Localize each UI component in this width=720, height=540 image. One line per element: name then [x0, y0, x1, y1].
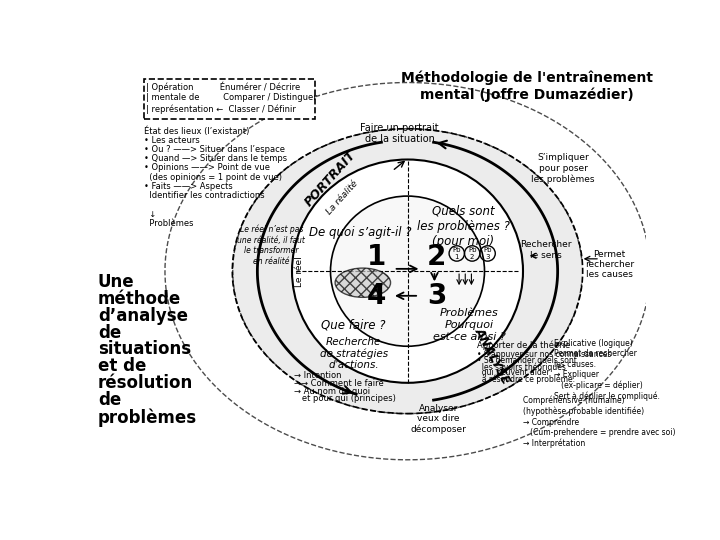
Text: • Quand —> Situer dans le temps: • Quand —> Situer dans le temps: [144, 154, 287, 163]
Ellipse shape: [292, 159, 523, 383]
Text: État des lieux (l’existant): État des lieux (l’existant): [144, 126, 250, 136]
Text: Rechercher
le sens: Rechercher le sens: [521, 240, 572, 260]
Text: Le réel: Le réel: [295, 256, 304, 287]
Text: Pb
3: Pb 3: [483, 247, 492, 260]
Text: Faire un portrait
de la situation: Faire un portrait de la situation: [361, 123, 439, 144]
Text: Pb
2: Pb 2: [468, 247, 477, 260]
Text: Le réel n’est pas
une réalité, il faut
le transformer
en réalité: Le réel n’est pas une réalité, il faut l…: [238, 225, 305, 266]
Text: 1: 1: [367, 244, 387, 271]
Text: Analyser
veux dire
décomposer: Analyser veux dire décomposer: [410, 403, 467, 434]
Text: Explicative (logique)
Permet de rechercher
les causes.
→ Expliquer
   (ex-plicar: Explicative (logique) Permet de recherch…: [554, 339, 660, 401]
Text: Que faire ?: Que faire ?: [321, 319, 386, 332]
Text: problèmes: problèmes: [98, 408, 197, 427]
Bar: [144, 79, 315, 119]
Text: 3: 3: [427, 282, 446, 310]
Text: résolution: résolution: [98, 374, 193, 393]
Text: Problèmes: Problèmes: [144, 219, 194, 228]
Text: de: de: [98, 323, 121, 341]
Text: ↓: ↓: [144, 210, 156, 219]
Ellipse shape: [335, 268, 390, 298]
Text: 4: 4: [367, 282, 387, 310]
Ellipse shape: [233, 129, 582, 414]
Text: à résoudre ce problème.: à résoudre ce problème.: [477, 374, 575, 384]
Text: (des opinions = 1 point de vue): (des opinions = 1 point de vue): [144, 173, 282, 181]
Text: Quels sont
les problèmes ?
(pour moi): Quels sont les problèmes ? (pour moi): [416, 205, 509, 248]
Text: • Ou ? ——> Situer dans l’espace: • Ou ? ——> Situer dans l’espace: [144, 145, 285, 154]
Text: Permet
rechercher
les causes: Permet rechercher les causes: [585, 249, 634, 279]
Text: • Se demander quels sont: • Se demander quels sont: [477, 356, 577, 365]
Text: • S’appuyer sur nos connaissances: • S’appuyer sur nos connaissances: [477, 350, 611, 359]
Text: et pour qui (principes): et pour qui (principes): [294, 394, 395, 403]
Text: | représentation ←  Classer / Définir: | représentation ← Classer / Définir: [146, 105, 297, 114]
Text: De quoi s’agit-il ?: De quoi s’agit-il ?: [308, 226, 411, 239]
Text: ANALYSE: ANALYSE: [472, 325, 513, 387]
Text: les savoirs théoriques: les savoirs théoriques: [477, 362, 566, 372]
Text: Identifier les contradictions: Identifier les contradictions: [144, 191, 265, 200]
Text: →→ Comment le faire: →→ Comment le faire: [294, 379, 383, 388]
Text: | Opération          Énumérer / Décrire: | Opération Énumérer / Décrire: [146, 82, 301, 92]
Text: méthode: méthode: [98, 289, 181, 308]
Ellipse shape: [330, 196, 485, 346]
Text: → Intention: → Intention: [294, 372, 341, 380]
Text: Problèmes
Pourquoi
est-ce ainsi ?: Problèmes Pourquoi est-ce ainsi ?: [433, 308, 505, 342]
Text: Compréhensive (humaine)
(hypothèse probable identifiée)
→ Comprendre
   (Cum-pre: Compréhensive (humaine) (hypothèse proba…: [523, 396, 675, 448]
Text: S’impliquer
pour poser
les problèmes: S’impliquer pour poser les problèmes: [531, 153, 595, 184]
Text: d’analyse: d’analyse: [98, 307, 188, 325]
Text: Une: Une: [98, 273, 135, 291]
Text: • Opinions ——> Point de vue: • Opinions ——> Point de vue: [144, 164, 270, 172]
Text: La réalité: La réalité: [325, 179, 359, 217]
Text: → Au nom de quoi: → Au nom de quoi: [294, 387, 369, 396]
Text: 2: 2: [427, 244, 446, 271]
Text: Recherche
de stratégies
d’actions.: Recherche de stratégies d’actions.: [320, 336, 387, 370]
Text: Apporter de la théorie: Apporter de la théorie: [477, 340, 570, 350]
Text: de: de: [98, 392, 121, 409]
Text: | mentale de         Comparer / Distinguer: | mentale de Comparer / Distinguer: [146, 93, 318, 102]
Text: Pb
1: Pb 1: [453, 247, 461, 260]
Text: PORTRAIT: PORTRAIT: [302, 148, 359, 209]
Text: et de: et de: [98, 357, 146, 375]
Text: situations: situations: [98, 340, 191, 359]
Text: • Les acteurs: • Les acteurs: [144, 136, 200, 145]
Text: qui peuvent aider: qui peuvent aider: [477, 368, 549, 377]
Text: • Faits ——> Aspects: • Faits ——> Aspects: [144, 182, 233, 191]
Text: Méthodologie de l'entraînement
mental (Joffre Dumazédier): Méthodologie de l'entraînement mental (J…: [401, 71, 653, 102]
